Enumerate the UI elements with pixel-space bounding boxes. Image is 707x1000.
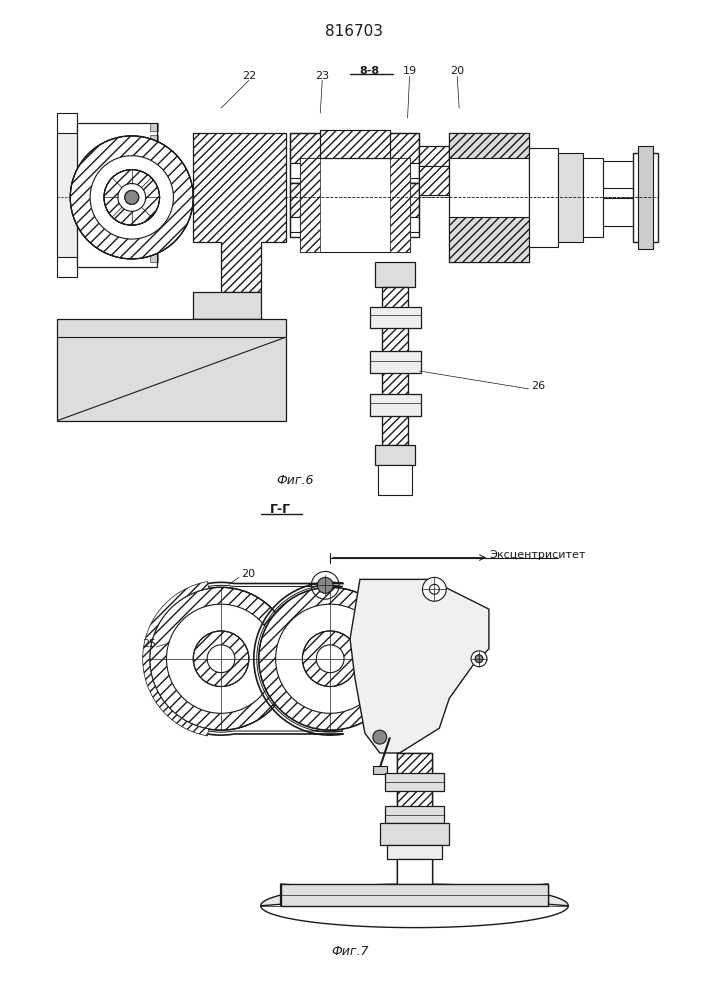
Circle shape [276,604,385,713]
Text: 19: 19 [402,66,416,76]
Bar [291,133,419,163]
Bar [419,146,449,166]
Text: 8-8: 8-8 [360,66,380,76]
Bar [150,183,158,190]
Circle shape [118,184,146,211]
Circle shape [317,577,333,593]
Circle shape [104,170,160,225]
Bar [291,163,419,178]
Bar [77,123,156,267]
Circle shape [373,730,387,744]
Circle shape [90,156,173,239]
Bar [150,242,158,250]
Bar [385,806,444,823]
Bar [291,217,419,232]
Bar [375,262,414,287]
Bar [529,148,559,247]
Circle shape [125,190,139,204]
Bar [397,753,433,897]
Bar [449,217,529,262]
Bar [150,123,158,131]
Bar [583,158,603,237]
Circle shape [259,587,402,730]
Bar [397,753,433,897]
Bar [150,159,158,167]
Polygon shape [261,884,568,906]
Bar [390,158,409,252]
Text: 20: 20 [241,569,255,579]
Bar [150,218,158,226]
Bar [603,161,653,188]
Bar [291,133,419,183]
Bar [281,884,549,906]
Bar [387,845,443,859]
Circle shape [429,584,439,594]
Text: Г-Г: Г-Г [270,503,291,516]
Circle shape [475,655,483,663]
Bar [633,153,658,242]
Bar [397,859,433,884]
Bar [385,773,444,791]
Bar [603,198,653,226]
Bar [378,465,411,495]
Bar [57,133,82,257]
Bar [370,394,421,416]
Bar [77,123,156,267]
Circle shape [166,604,276,713]
Bar [559,153,583,242]
Text: 25: 25 [143,639,157,649]
Text: Эксцентриситет: Эксцентриситет [489,550,585,560]
Bar [150,147,158,155]
Bar [638,146,653,249]
Bar [150,230,158,238]
Circle shape [150,587,293,730]
Text: 23: 23 [315,71,329,81]
Bar [150,206,158,214]
Circle shape [207,645,235,673]
Bar [397,753,433,897]
Bar [300,158,409,252]
Polygon shape [193,133,286,292]
Text: Фиг.6: Фиг.6 [276,474,314,487]
Circle shape [193,631,249,687]
Bar [419,166,449,195]
Bar [370,351,421,373]
Circle shape [471,651,487,667]
Bar [150,194,158,202]
Bar [449,133,529,262]
Bar [320,130,390,158]
Bar [370,307,421,328]
Polygon shape [350,579,489,753]
Bar [193,292,261,319]
Bar [291,183,419,217]
Bar [57,113,77,277]
Bar [192,319,263,337]
Polygon shape [57,319,286,421]
Bar [300,158,320,252]
Circle shape [125,190,139,204]
Polygon shape [143,582,209,736]
Text: 26: 26 [532,381,546,391]
Bar [382,287,407,445]
Bar [449,133,529,158]
Bar [291,183,419,237]
Circle shape [423,577,446,601]
Bar [150,135,158,143]
Bar [375,445,414,465]
Bar [320,130,390,158]
Bar [373,766,387,774]
Text: 22: 22 [242,71,256,81]
Text: 816703: 816703 [325,24,383,39]
Circle shape [70,136,193,259]
Circle shape [303,631,358,687]
Bar [380,823,449,845]
Bar [150,254,158,262]
Text: 20: 20 [450,66,464,76]
Bar [419,146,449,195]
Bar [150,171,158,179]
Text: Фиг.7: Фиг.7 [332,945,369,958]
Bar [382,287,407,445]
Circle shape [316,645,344,673]
